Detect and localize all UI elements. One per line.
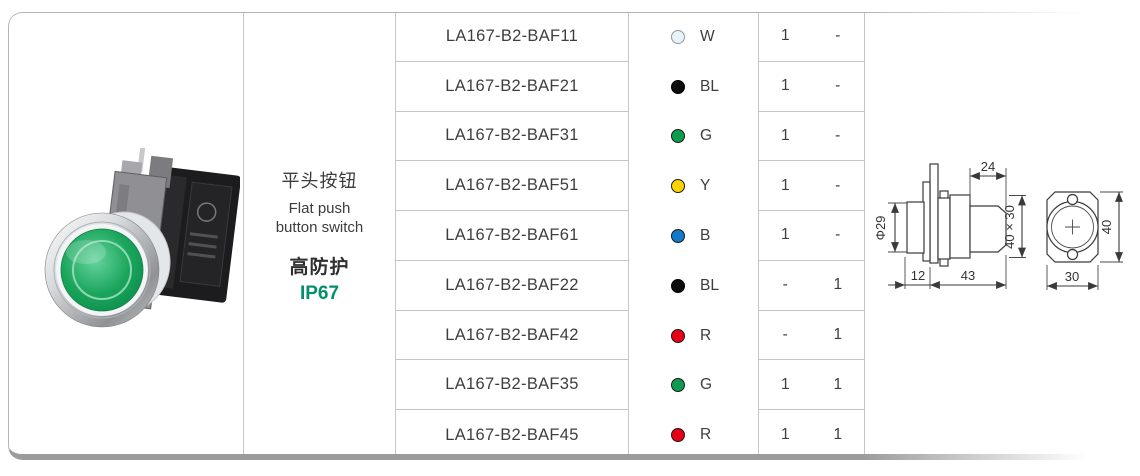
table-row: LA167-B2-BAF35 G 1 1 xyxy=(396,360,864,411)
qty-col-1: - xyxy=(782,276,788,294)
color-dot-icon xyxy=(671,179,685,194)
color-dot-icon xyxy=(671,328,685,343)
qty-col-2: 1 xyxy=(833,326,843,344)
color-cell: G xyxy=(628,111,759,162)
qty-col-1: 1 xyxy=(780,426,790,444)
qty-col-1: 1 xyxy=(780,77,790,95)
quantity-cell: - 1 xyxy=(759,261,864,311)
quantity-cell: 1 - xyxy=(759,161,864,212)
quantity-cell: 1 - xyxy=(759,112,864,162)
model-number: LA167-B2-BAF31 xyxy=(396,112,628,162)
quantity-cell: 1 1 xyxy=(759,360,864,411)
color-code: BL xyxy=(700,77,719,95)
qty-col-1: 1 xyxy=(780,226,790,244)
qty-col-2: - xyxy=(835,226,841,244)
table-row: LA167-B2-BAF42 R - 1 xyxy=(396,310,864,361)
color-code: R xyxy=(700,326,712,344)
qty-col-2: - xyxy=(835,27,841,45)
dim-width-label: 30 xyxy=(1065,269,1079,284)
qty-col-1: - xyxy=(782,326,788,344)
dimension-drawing-svg: Φ29 24 40 × 30 12 43 xyxy=(873,159,1123,290)
model-number: LA167-B2-BAF61 xyxy=(396,211,628,261)
color-code: G xyxy=(700,376,713,394)
color-cell: R xyxy=(628,310,759,361)
color-cell: BL xyxy=(628,61,759,112)
product-photo xyxy=(44,148,240,328)
quantity-cell: 1 - xyxy=(759,62,864,112)
dim-bottom-left-label: 12 xyxy=(911,268,925,283)
dim-top-label: 24 xyxy=(981,159,995,174)
model-number: LA167-B2-BAF35 xyxy=(396,360,628,411)
table-row: LA167-B2-BAF61 B 1 - xyxy=(396,211,864,261)
color-dot-icon xyxy=(671,79,685,94)
table-row: LA167-B2-BAF11 W 1 - xyxy=(396,12,864,62)
model-number: LA167-B2-BAF42 xyxy=(396,311,628,361)
color-dot-icon xyxy=(671,129,685,144)
catalog-card: 平头按钮 Flat push button switch 高防护 IP67 LA… xyxy=(8,12,1132,460)
color-cell: Y xyxy=(628,161,759,212)
table-row: LA167-B2-BAF22 BL - 1 xyxy=(396,260,864,311)
color-cell: W xyxy=(628,12,759,62)
color-dot-icon xyxy=(671,378,685,393)
product-feature-zh: 高防护 xyxy=(289,257,350,279)
quantity-cell: 1 - xyxy=(759,211,864,261)
qty-col-1: 1 xyxy=(780,126,790,144)
dim-height-label: 40 xyxy=(1099,220,1114,234)
qty-col-2: 1 xyxy=(833,426,843,444)
qty-col-2: 1 xyxy=(833,375,843,393)
dimension-drawings: Φ29 24 40 × 30 12 43 xyxy=(858,138,1134,318)
dim-bottom-right-label: 43 xyxy=(961,268,975,283)
qty-col-1: 1 xyxy=(780,27,790,45)
dim-body-label: 40 × 30 xyxy=(1002,205,1017,249)
color-code: W xyxy=(700,27,715,45)
color-dot-icon xyxy=(671,278,685,293)
side-view-drawing: Φ29 24 40 × 30 12 43 xyxy=(873,159,1026,289)
color-code: R xyxy=(700,426,712,444)
model-number: LA167-B2-BAF21 xyxy=(396,62,628,112)
quantity-cell: - 1 xyxy=(759,311,864,361)
color-code: B xyxy=(700,226,711,244)
color-cell: G xyxy=(628,360,759,411)
qty-col-2: - xyxy=(835,126,841,144)
color-dot-icon xyxy=(671,428,685,443)
product-description-cell: 平头按钮 Flat push button switch 高防护 IP67 xyxy=(244,12,396,460)
product-name-en-line1: Flat push xyxy=(288,199,351,217)
color-cell: R xyxy=(628,410,759,460)
qty-col-1: 1 xyxy=(780,375,790,393)
color-cell: B xyxy=(628,211,759,261)
table-row: LA167-B2-BAF31 G 1 - xyxy=(396,111,864,162)
dim-diameter-label: Φ29 xyxy=(873,216,888,241)
product-name-en-line2: button switch xyxy=(275,218,364,236)
product-photo-cell xyxy=(8,12,244,460)
quantity-cell: 1 - xyxy=(759,12,864,62)
table-row: LA167-B2-BAF45 R 1 1 xyxy=(396,410,864,460)
table-row: LA167-B2-BAF21 BL 1 - xyxy=(396,61,864,112)
model-number: LA167-B2-BAF45 xyxy=(445,425,579,444)
color-code: G xyxy=(700,127,713,145)
ip-rating: IP67 xyxy=(299,283,340,305)
table-row: LA167-B2-BAF51 Y 1 - xyxy=(396,161,864,212)
front-view-drawing: 40 30 xyxy=(1046,191,1123,290)
quantity-cell: 1 1 xyxy=(759,410,864,460)
model-table: LA167-B2-BAF11 W 1 - LA167-B2-BAF21 BL 1… xyxy=(396,12,865,460)
color-dot-icon xyxy=(671,29,685,44)
product-name-en: Flat push button switch xyxy=(276,200,364,238)
qty-col-2: - xyxy=(835,77,841,95)
product-name-zh: 平头按钮 xyxy=(281,170,358,191)
color-dot-icon xyxy=(671,228,685,243)
model-number: LA167-B2-BAF11 xyxy=(396,12,628,62)
color-code: Y xyxy=(700,177,711,195)
color-cell: BL xyxy=(628,260,759,311)
qty-col-2: - xyxy=(835,176,841,194)
qty-col-1: 1 xyxy=(780,176,790,194)
color-code: BL xyxy=(700,276,719,294)
model-number: LA167-B2-BAF51 xyxy=(396,161,628,212)
model-number: LA167-B2-BAF22 xyxy=(396,261,628,311)
qty-col-2: 1 xyxy=(833,276,843,294)
